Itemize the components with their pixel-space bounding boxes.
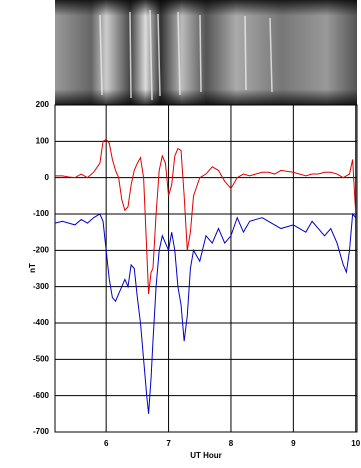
x-tick-label: 6 [104,439,109,448]
y-tick-label: 200 [36,100,50,109]
keogram [55,0,357,105]
y-tick-label: -200 [33,245,50,254]
x-tick-label: 10 [351,439,360,448]
chart: nT UT Hour 200 100 0 -100 -200 -300 -400 -500 -6… [0,0,361,463]
y-axis-label: nT [28,263,37,273]
y-tick-label: -500 [33,354,50,363]
data-line [55,214,356,414]
x-tick-label: 9 [291,439,296,448]
y-tick-label: -300 [33,282,50,291]
plot-frame [55,105,357,432]
y-tick-label: -700 [33,427,50,436]
y-tick-label: -600 [33,391,50,400]
y-tick-label: 0 [45,173,50,182]
x-tick-label: 7 [166,439,171,448]
data-line [55,140,356,294]
x-axis-label: UT Hour [190,451,222,460]
y-tick-label: -400 [33,318,50,327]
x-tick-label: 8 [229,439,234,448]
y-tick-label: 100 [36,136,50,145]
y-tick-label: -100 [33,209,50,218]
